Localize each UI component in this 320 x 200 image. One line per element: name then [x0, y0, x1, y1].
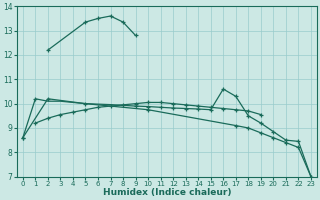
- X-axis label: Humidex (Indice chaleur): Humidex (Indice chaleur): [103, 188, 231, 197]
